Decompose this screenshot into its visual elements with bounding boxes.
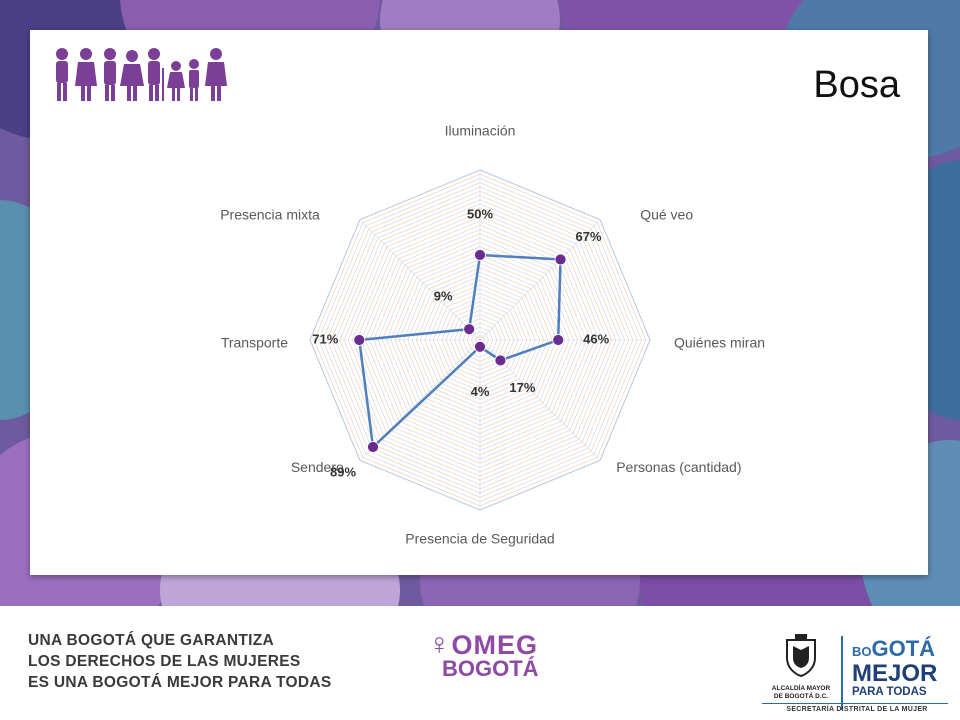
data-label: 67% [576, 229, 602, 244]
series-line [358, 253, 562, 449]
omeg-logo-bottom: BOGOTÁ [442, 656, 539, 681]
category-label: Presencia de Seguridad [405, 531, 554, 547]
data-point [494, 354, 507, 367]
alcaldia-line: DE BOGOTÁ D.C. [773, 693, 829, 700]
grid-spoke [479, 219, 601, 341]
data-label: 17% [509, 380, 535, 395]
alcaldia-line: ALCALDÍA MAYOR [771, 685, 831, 692]
data-label: 50% [467, 206, 493, 221]
data-point [474, 249, 486, 261]
category-label: Qué veo [640, 206, 693, 222]
grid-spoke [359, 219, 481, 341]
category-label: Presencia mixta [220, 206, 320, 222]
alcaldia-logo: ALCALDÍA MAYOR DE BOGOTÁ D.C. [762, 634, 840, 701]
omeg-logo-top: OMEG [451, 630, 539, 660]
coat-of-arms-icon [786, 634, 816, 678]
omeg-logo: ♀OMEG BOGOTÁ [428, 628, 539, 681]
page-title: Bosa [813, 64, 900, 106]
category-label: Transporte [221, 335, 288, 351]
bmpt-big: GOTÁ [871, 636, 936, 661]
data-label: 4% [471, 384, 490, 399]
data-label: 9% [434, 289, 453, 304]
data-point [552, 334, 565, 346]
radar-chart: Iluminación Qué veo Quiénes miran Personas … [220, 123, 765, 547]
category-label: Iluminación [445, 123, 516, 139]
bmpt-line3: PARA TODAS [852, 686, 927, 698]
category-label: Sendero [291, 459, 344, 475]
bmpt-line2: MEJOR [852, 660, 938, 687]
data-point [353, 334, 366, 346]
footer: UNA BOGOTÁ QUE GARANTIZA LOS DERECHOS DE… [0, 606, 960, 720]
data-point [554, 253, 567, 266]
women-figures-icon [56, 48, 227, 101]
category-label: Personas (cantidad) [616, 459, 741, 475]
slogan: UNA BOGOTÁ QUE GARANTIZA LOS DERECHOS DE… [28, 630, 332, 693]
data-label: 71% [312, 331, 338, 346]
bogota-mejor-logo: BOGOTÁ MEJOR PARA TODAS [852, 638, 937, 699]
data-label: 89% [330, 464, 356, 479]
secretaria-label: SECRETARÍA DISTRITAL DE LA MUJER [786, 706, 928, 713]
secretaria-rule [762, 703, 948, 704]
data-point [474, 340, 486, 353]
data-point [367, 441, 379, 453]
data-point [463, 323, 476, 336]
category-label: Quiénes miran [674, 335, 765, 351]
data-label: 46% [583, 331, 609, 346]
bmpt-small: BO [852, 644, 872, 659]
slogan-line: ES UNA BOGOTÁ MEJOR PARA TODAS [28, 674, 332, 691]
slogan-line: LOS DERECHOS DE LAS MUJERES [28, 653, 301, 670]
logo-divider [841, 636, 843, 710]
slogan-line: UNA BOGOTÁ QUE GARANTIZA [28, 632, 275, 649]
